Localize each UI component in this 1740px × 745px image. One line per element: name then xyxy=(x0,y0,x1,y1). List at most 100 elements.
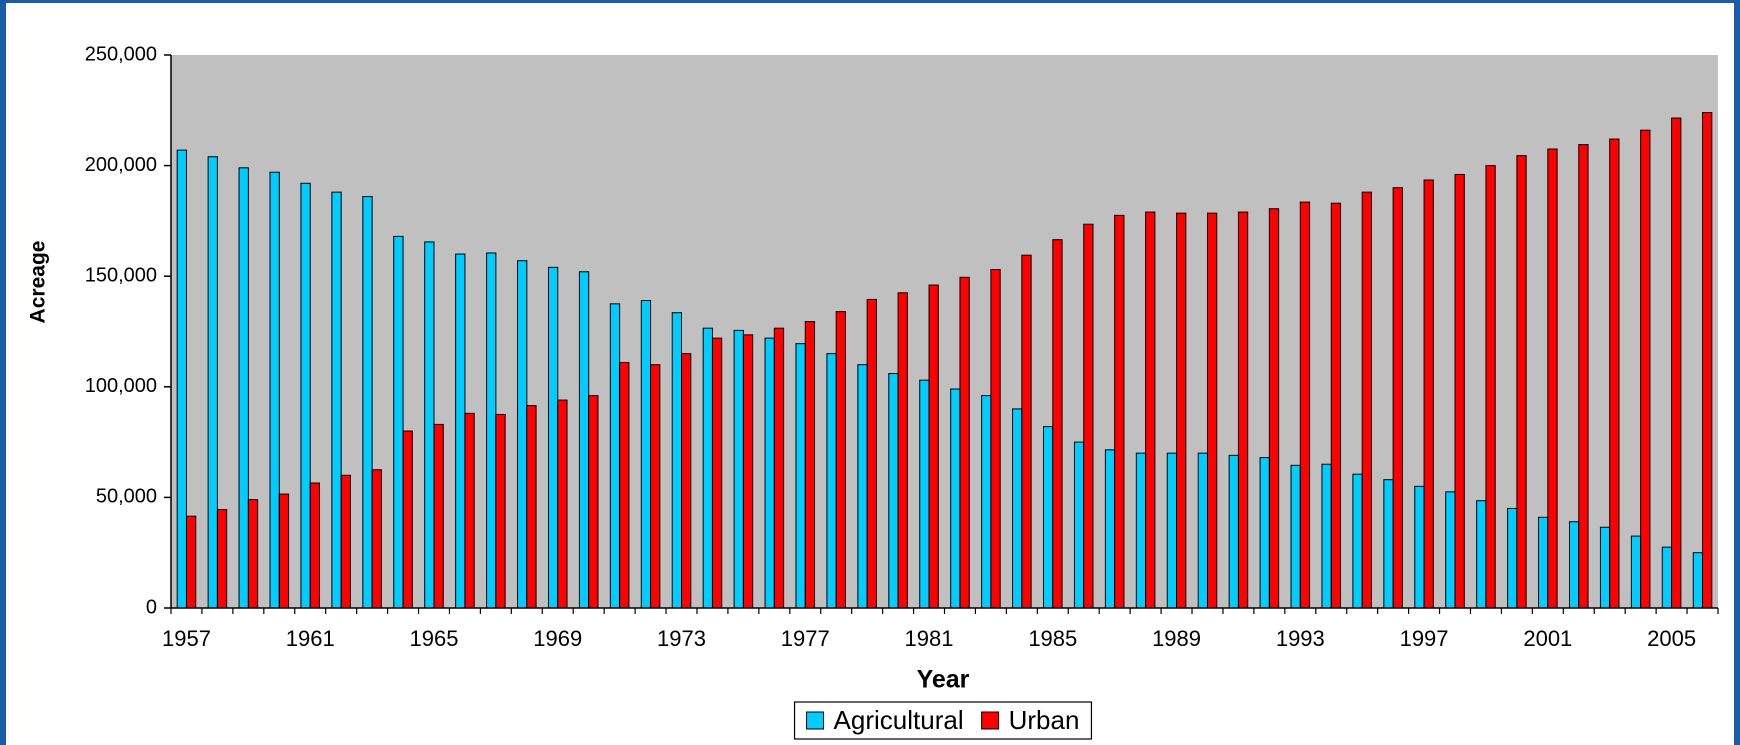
bar xyxy=(185,515,197,609)
bar xyxy=(1516,155,1527,609)
bar xyxy=(1073,441,1085,609)
bar xyxy=(362,196,373,609)
x-tick-label: 1965 xyxy=(410,626,459,651)
bar xyxy=(495,413,506,609)
bar xyxy=(247,499,259,609)
bar xyxy=(640,300,652,609)
x-tick-label: 1989 xyxy=(1152,626,1201,651)
bar xyxy=(1135,452,1147,609)
x-tick-label: 1961 xyxy=(286,626,335,651)
bar xyxy=(1145,211,1156,609)
bar xyxy=(371,469,382,609)
bar xyxy=(1352,473,1363,609)
bar xyxy=(1609,138,1620,609)
legend-label: Urban xyxy=(1009,705,1080,735)
bar xyxy=(588,395,599,609)
bar xyxy=(424,241,435,609)
x-tick-label: 1957 xyxy=(162,626,211,651)
bar xyxy=(609,303,621,609)
bar xyxy=(547,266,559,609)
bar xyxy=(795,343,806,609)
bar xyxy=(1476,500,1487,609)
x-tick-label: 2001 xyxy=(1523,626,1572,651)
bar xyxy=(1414,485,1425,609)
legend xyxy=(793,701,1093,740)
bar xyxy=(1330,202,1342,609)
x-tick-label: 1969 xyxy=(533,626,582,651)
bar xyxy=(1166,452,1178,609)
bar xyxy=(804,321,816,609)
bar xyxy=(309,482,321,609)
bar xyxy=(486,252,497,609)
x-axis-label: Year xyxy=(917,666,970,694)
bar xyxy=(897,292,908,609)
bar xyxy=(1671,117,1682,609)
bar xyxy=(1640,129,1651,609)
x-tick-label: 1993 xyxy=(1276,626,1325,651)
bar xyxy=(773,327,785,609)
bar xyxy=(331,191,342,609)
bar xyxy=(176,149,187,609)
bar xyxy=(1290,464,1301,609)
y-axis-label: Acreage xyxy=(27,241,50,324)
bar xyxy=(216,509,228,609)
bar xyxy=(1206,212,1218,609)
bar xyxy=(1228,454,1239,609)
y-tick-label: 0 xyxy=(146,596,157,618)
y-tick-label: 100,000 xyxy=(85,375,157,397)
bar xyxy=(671,312,683,609)
bar xyxy=(578,271,590,609)
bar xyxy=(1114,214,1125,609)
bar xyxy=(835,311,846,609)
bar xyxy=(1423,179,1434,609)
bar xyxy=(340,474,351,609)
bar xyxy=(742,334,754,609)
bar xyxy=(702,327,713,609)
bar xyxy=(1661,546,1673,609)
bar xyxy=(517,260,528,609)
bar xyxy=(1259,457,1270,609)
bar xyxy=(826,353,837,609)
bar xyxy=(269,171,280,609)
bar xyxy=(1104,449,1116,609)
bar xyxy=(764,337,775,609)
bar xyxy=(1299,201,1311,609)
bar xyxy=(888,373,899,609)
x-tick-label: 1977 xyxy=(781,626,830,651)
bar xyxy=(1012,408,1023,609)
bar xyxy=(866,298,877,609)
bar xyxy=(464,412,475,609)
bar xyxy=(711,337,723,609)
bar xyxy=(990,269,1001,609)
legend-swatch xyxy=(981,711,1000,730)
legend-swatch xyxy=(806,711,825,730)
y-tick-label: 150,000 xyxy=(85,264,157,286)
bar xyxy=(1445,491,1456,609)
x-tick-label: 2005 xyxy=(1647,626,1696,651)
x-tick-label: 1973 xyxy=(657,626,706,651)
y-tick-label: 50,000 xyxy=(96,486,157,508)
bar xyxy=(1507,507,1518,609)
bar xyxy=(650,364,661,609)
bar xyxy=(1176,212,1187,609)
bar xyxy=(1361,191,1372,609)
bar xyxy=(1383,479,1394,609)
bar xyxy=(950,388,961,609)
x-tick-label: 1997 xyxy=(1400,626,1449,651)
bar xyxy=(393,235,404,609)
bar xyxy=(1599,526,1611,609)
bar xyxy=(1702,112,1713,609)
bar xyxy=(1547,148,1558,609)
bar xyxy=(1568,521,1580,609)
bar xyxy=(619,361,630,609)
bar xyxy=(928,284,939,609)
bar xyxy=(919,379,930,609)
bar xyxy=(1454,173,1465,609)
bar xyxy=(1043,426,1054,609)
x-tick-label: 1981 xyxy=(905,626,954,651)
bar xyxy=(526,405,537,609)
bar xyxy=(1538,516,1549,609)
bar xyxy=(681,353,692,609)
bar xyxy=(1052,239,1063,609)
